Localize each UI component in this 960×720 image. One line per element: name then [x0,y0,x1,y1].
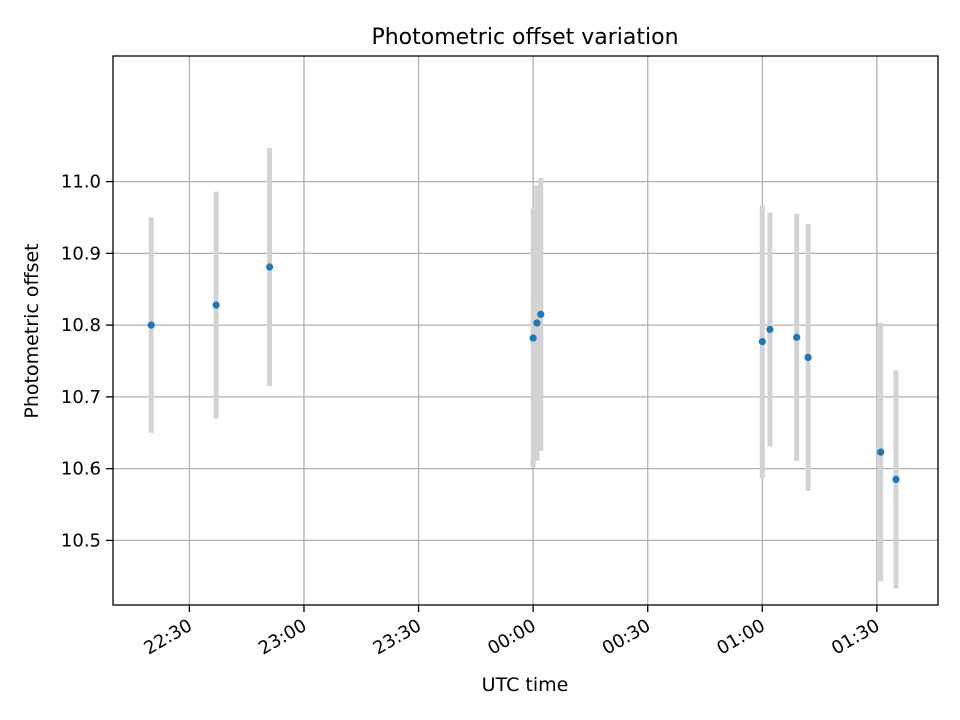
y-tick-label: 10.5 [61,530,101,551]
data-point [793,333,801,341]
data-point [877,448,885,456]
data-point [766,325,774,334]
x-axis-label: UTC time [482,674,569,696]
data-point [533,319,541,327]
data-point [265,263,274,271]
data-point [212,301,220,309]
data-point [537,310,545,318]
y-tick-label: 10.7 [61,387,101,408]
y-axis-ticks: 10.5 10.6 10.7 10.8 10.9 11.0 [61,172,113,551]
y-axis-label: Photometric offset [21,243,43,418]
data-point [804,353,812,362]
chart-title: Photometric offset variation [371,25,678,50]
data-point [529,334,537,342]
data-points [147,263,900,484]
y-tick-label: 10.9 [61,243,101,264]
y-tick-label: 10.8 [61,315,101,336]
plot-frame [112,55,939,606]
data-point [892,475,900,484]
data-point [758,338,766,346]
data-point [147,321,155,329]
y-tick-label: 10.6 [61,459,101,480]
y-tick-label: 11.0 [61,172,101,193]
